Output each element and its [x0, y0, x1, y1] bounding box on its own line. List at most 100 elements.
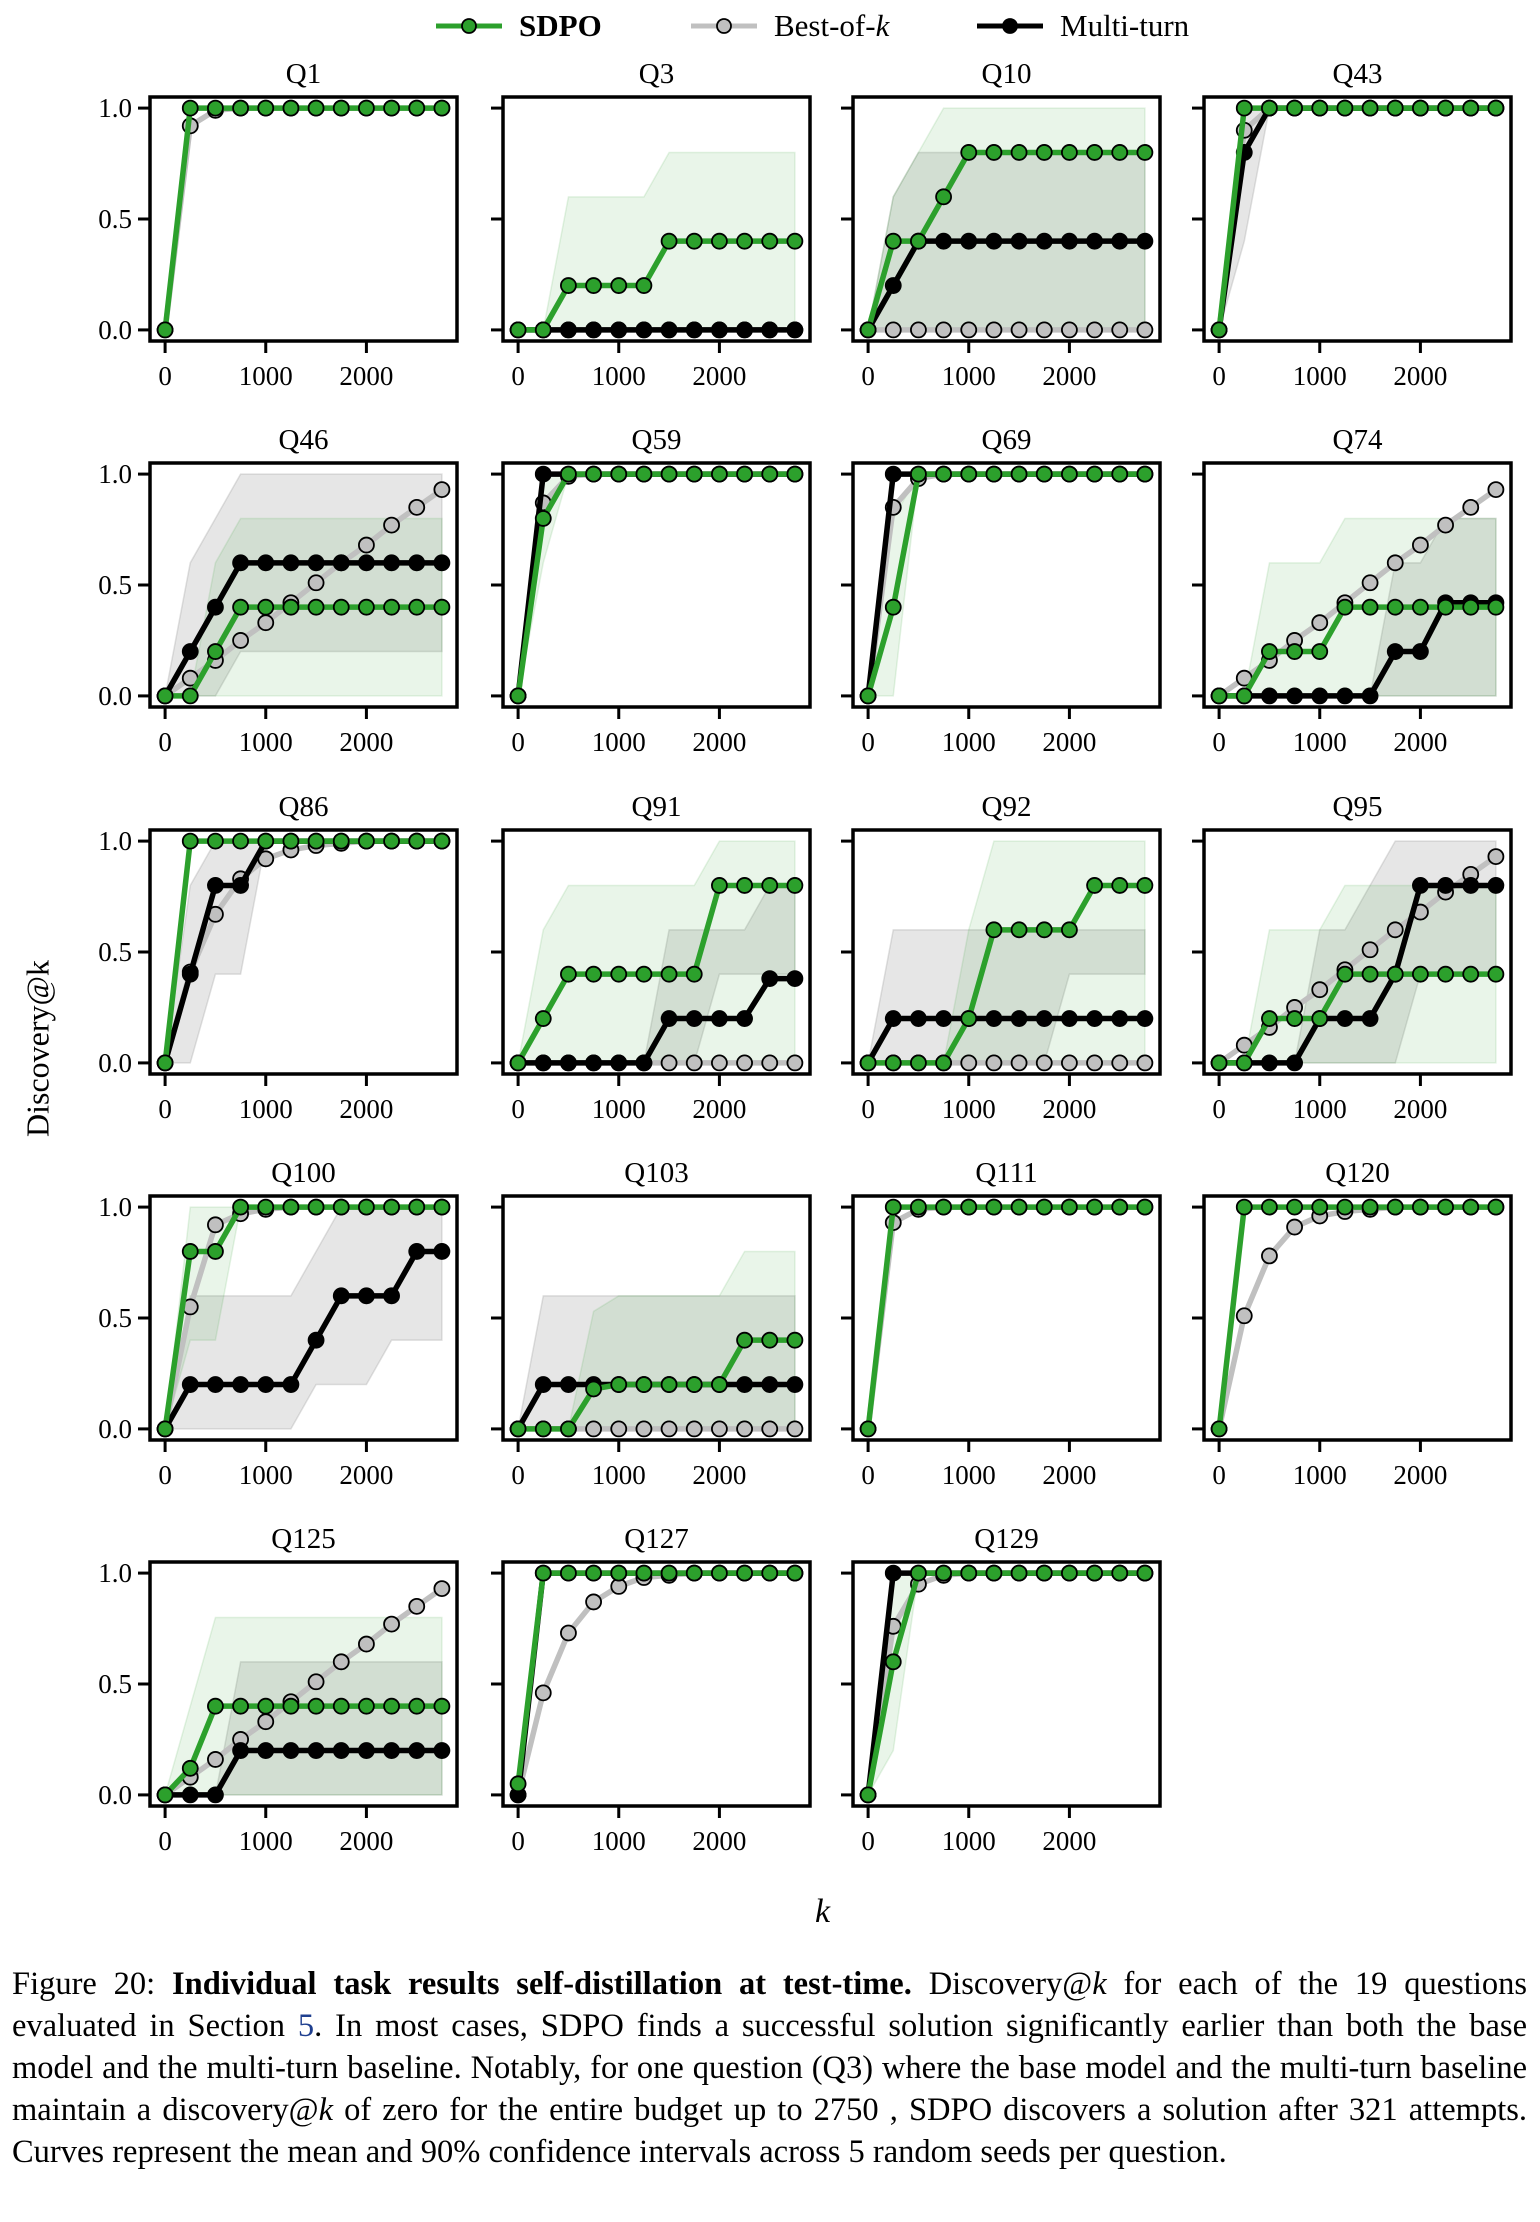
best-of-k-point: [960, 1054, 978, 1072]
best-of-k-point: [307, 574, 325, 592]
legend-bok-marker-icon: [716, 18, 732, 34]
best-of-k-point: [985, 321, 1003, 339]
sdpo-point: [332, 832, 350, 850]
sdpo-point: [408, 1697, 426, 1715]
sdpo-point: [660, 232, 678, 250]
sdpo-point: [332, 1697, 350, 1715]
sdpo-point: [332, 598, 350, 616]
best-of-k-point: [383, 516, 400, 534]
sdpo-point: [910, 232, 927, 250]
x-tick-label: 0: [511, 727, 525, 757]
best-of-k-point: [910, 321, 927, 339]
multi-turn-point: [181, 965, 199, 983]
sdpo-point: [1261, 1010, 1278, 1027]
x-tick-label: 2000: [1393, 1460, 1447, 1490]
sdpo-point: [358, 99, 375, 117]
subplot-q1: Q1 0.0 0.5 1.0 0 1000 2000: [98, 58, 459, 391]
subplot-q91: Q91 0 1000 2000: [491, 791, 812, 1124]
sdpo-point: [910, 465, 927, 483]
subplot-q103: Q103 0 1000 2000: [491, 1157, 812, 1490]
multi-turn-point: [534, 465, 552, 483]
multi-turn-point: [985, 1010, 1003, 1027]
multi-turn-point: [383, 1287, 400, 1305]
sdpo-point: [257, 1697, 275, 1715]
caption-label: Figure 20:: [12, 1966, 173, 2002]
sdpo-point: [1235, 687, 1253, 705]
sdpo-point: [509, 1775, 527, 1793]
best-of-k-point: [408, 498, 426, 516]
legend-item-multi-turn: Multi-turn: [977, 8, 1190, 43]
sdpo-line: [865, 471, 1145, 697]
x-tick-label: 0: [1212, 1460, 1226, 1490]
sdpo-point: [433, 99, 451, 117]
caption-k-1: k: [1092, 1966, 1107, 2002]
sdpo-point: [1361, 965, 1379, 983]
multi-turn-point: [1286, 687, 1303, 705]
subplot-q59: Q59 0 1000 2000: [491, 424, 812, 757]
x-tick-label: 2000: [339, 727, 393, 757]
sdpo-point: [207, 99, 224, 117]
sdpo-point: [1010, 1198, 1028, 1216]
subplot-q46: Q46 0.0 0.5 1.0 0 1000 2000: [98, 424, 459, 757]
sdpo-point: [1311, 1198, 1329, 1216]
sdpo-point: [181, 99, 199, 117]
best-of-k-point: [711, 1054, 728, 1072]
sdpo-point: [1437, 598, 1454, 616]
sdpo-line: [1216, 1204, 1496, 1430]
x-tick-label: 0: [1212, 1094, 1226, 1124]
sdpo-point: [1487, 1198, 1505, 1216]
best-of-k-point: [1086, 1054, 1103, 1072]
sdpo-point: [859, 321, 877, 339]
x-tick-label: 2000: [692, 361, 746, 391]
x-tick-label: 0: [861, 1460, 875, 1490]
sdpo-point: [585, 965, 602, 983]
sdpo-point: [660, 1564, 678, 1582]
sdpo-point: [232, 1697, 249, 1715]
multi-turn-point: [960, 232, 978, 250]
multi-turn-point: [433, 554, 451, 572]
multi-turn-point: [761, 321, 779, 339]
best-of-k-point: [585, 1593, 602, 1611]
sdpo-point: [1412, 598, 1429, 616]
multi-turn-point: [207, 598, 224, 616]
x-tick-label: 2000: [1042, 727, 1096, 757]
best-of-k-point: [635, 1420, 653, 1438]
sdpo-point: [232, 598, 249, 616]
plot-frame: [148, 95, 459, 343]
sdpo-point: [736, 465, 753, 483]
sdpo-point: [358, 598, 375, 616]
y-tick-label: 0.0: [98, 1414, 132, 1444]
sdpo-point: [282, 1697, 300, 1715]
multi-turn-point: [1412, 877, 1429, 894]
sdpo-point: [383, 99, 400, 117]
section-link[interactable]: 5: [297, 2008, 315, 2044]
multi-turn-point: [232, 877, 249, 894]
x-tick-label: 2000: [1042, 361, 1096, 391]
best-of-k-point: [985, 1054, 1003, 1072]
sdpo-point: [1412, 1198, 1429, 1216]
x-tick-label: 1000: [942, 1460, 996, 1490]
best-of-k-point: [207, 1216, 224, 1234]
best-of-k-point: [610, 1420, 628, 1438]
sdpo-point: [1462, 99, 1480, 117]
sdpo-point: [1111, 465, 1129, 483]
legend-mt-marker-icon: [1002, 18, 1018, 34]
subplot-q74: Q74 0 1000 2000: [1192, 424, 1513, 757]
sdpo-point: [307, 1697, 325, 1715]
sdpo-point: [307, 832, 325, 850]
subplot-title: Q10: [982, 58, 1032, 90]
multi-turn-point: [282, 1742, 300, 1759]
sdpo-point: [1437, 965, 1454, 983]
subplot-title: Q91: [632, 791, 682, 823]
x-tick-label: 0: [511, 1460, 525, 1490]
multi-turn-point: [1311, 687, 1329, 705]
sdpo-point: [156, 687, 174, 705]
multi-turn-point: [884, 1010, 902, 1027]
multi-turn-point: [232, 554, 249, 572]
sdpo-point: [1210, 1054, 1228, 1072]
multi-turn-point: [1061, 232, 1078, 250]
sdpo-point: [207, 1243, 224, 1260]
y-tick-label: 1.0: [98, 1192, 132, 1222]
best-of-k-point: [1136, 321, 1154, 339]
best-of-k-point: [1361, 574, 1379, 592]
